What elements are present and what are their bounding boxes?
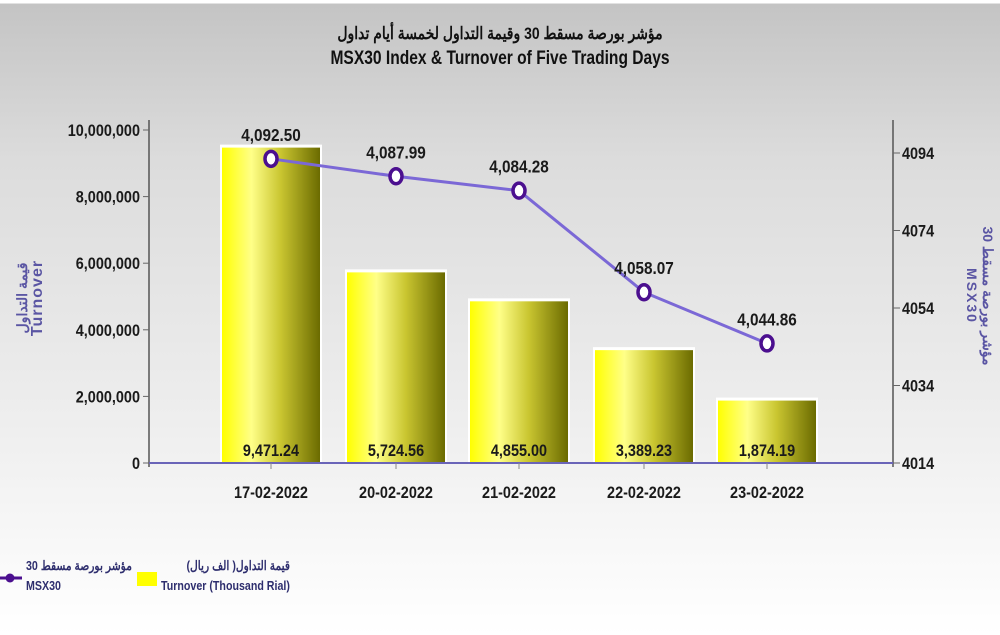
bar-swatch-icon — [137, 572, 157, 586]
chart-title-arabic: مؤشر بورصة مسقط 30 وقيمة التداول لخمسة أ… — [337, 24, 663, 43]
turnover-bar — [470, 301, 568, 463]
right-axis-tick-label: 4054 — [902, 300, 934, 318]
x-axis-date-label: 17-02-2022 — [234, 484, 308, 502]
msx30-marker — [636, 282, 652, 302]
msx30-value-label: 4,084.28 — [489, 157, 549, 177]
x-axis-date-label: 23-02-2022 — [730, 484, 804, 502]
x-axis-date-label: 20-02-2022 — [359, 484, 433, 502]
left-axis-tick-label: 0 — [132, 455, 140, 473]
right-axis-tick-label: 4074 — [902, 222, 934, 240]
bar-value-label: 9,471.24 — [243, 442, 299, 460]
left-axis-tick-label: 2,000,000 — [76, 388, 140, 406]
x-axis-date-label: 21-02-2022 — [482, 484, 556, 502]
turnover-bar — [347, 272, 445, 463]
line-marker-icon — [0, 573, 22, 583]
left-axis-tick-label: 4,000,000 — [76, 322, 140, 340]
left-axis-tick-label: 6,000,000 — [76, 255, 140, 273]
legend-turnover-english: Turnover (Thousand Rial) — [161, 578, 290, 593]
data-labels: 9,471.24 5,724.56 4,855.00 3,389.23 1,874.19… — [241, 125, 797, 461]
right-axis-tick-label: 4034 — [902, 377, 934, 395]
bar-value-label: 3,389.23 — [616, 442, 672, 460]
chart-title-english: MSX30 Index & Turnover of Five Trading D… — [330, 48, 670, 69]
msx30-value-label: 4,044.86 — [737, 309, 797, 329]
turnover-bars — [220, 144, 818, 463]
bar-value-label: 1,874.19 — [739, 442, 795, 460]
right-axis-tick-label: 4094 — [902, 145, 934, 163]
msx30-line — [263, 149, 775, 353]
msx30-marker — [759, 334, 775, 353]
right-axis-tick-label: 4014 — [902, 455, 934, 473]
msx30-value-label: 4,092.50 — [241, 125, 301, 145]
turnover-bar — [222, 147, 320, 463]
x-axis-date-label: 22-02-2022 — [607, 484, 681, 502]
legend-msx30-arabic: مؤشر بورصة مسقط 30 — [26, 558, 132, 573]
msx30-marker — [388, 167, 404, 186]
legend-msx30-english: MSX30 — [26, 578, 61, 593]
msx30-value-label: 4,058.07 — [614, 258, 674, 278]
bar-value-label: 5,724.56 — [368, 442, 424, 460]
axes: 0 2,000,000 4,000,000 6,000,000 8,000,000 10,… — [68, 120, 934, 502]
turnover-bar — [718, 400, 816, 463]
left-axis-tick-label: 10,000,000 — [68, 122, 140, 140]
msx30-marker — [263, 149, 279, 169]
bar-value-label: 4,855.00 — [491, 442, 547, 460]
legend-turnover-arabic: قيمة التداول( الف ريال) — [186, 558, 290, 573]
turnover-bar — [595, 350, 693, 463]
msx30-marker — [511, 181, 527, 200]
left-axis-tick-label: 8,000,000 — [76, 189, 140, 207]
msx30-value-label: 4,087.99 — [366, 142, 426, 162]
